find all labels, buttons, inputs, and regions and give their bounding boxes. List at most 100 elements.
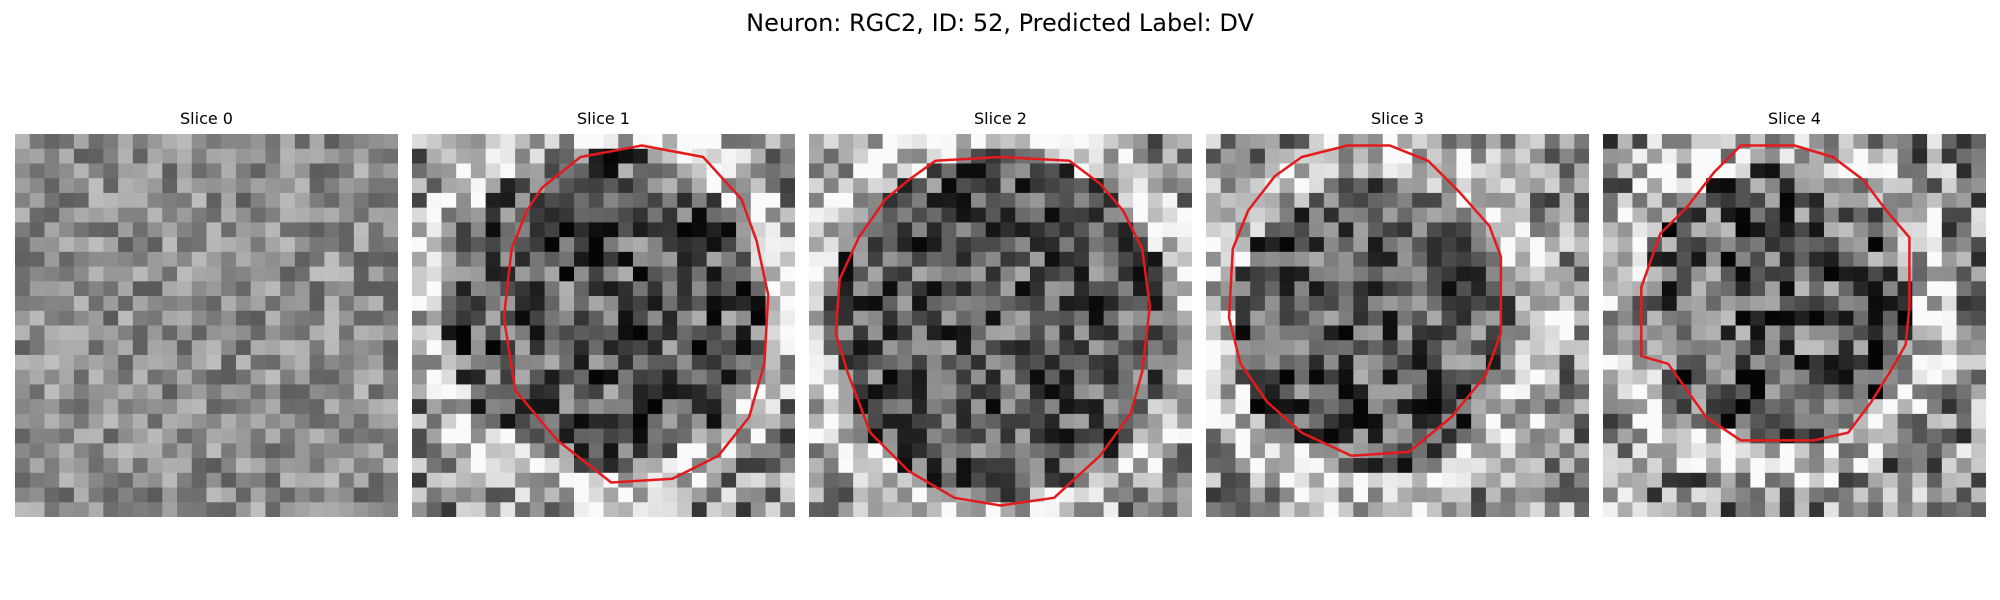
pixel	[353, 251, 370, 268]
pixel	[324, 458, 340, 474]
pixel	[1397, 281, 1413, 297]
pixel	[412, 192, 428, 209]
pixel	[162, 502, 178, 517]
pixel	[662, 266, 678, 282]
pixel	[912, 369, 928, 386]
pixel	[971, 413, 987, 430]
pixel	[853, 148, 869, 165]
pixel	[1661, 458, 1678, 474]
pixel	[1118, 472, 1134, 489]
pixel	[1661, 192, 1678, 209]
pixel	[1750, 325, 1766, 341]
pixel	[15, 148, 31, 165]
pixel	[1471, 192, 1487, 209]
pixel	[1177, 428, 1192, 444]
pixel	[926, 502, 943, 517]
pixel	[736, 178, 752, 194]
pixel	[823, 163, 840, 179]
pixel	[1809, 163, 1825, 179]
pixel	[838, 443, 854, 459]
pixel	[1059, 340, 1075, 356]
pixel	[1015, 310, 1031, 327]
pixel	[838, 266, 854, 282]
pixel	[1206, 458, 1222, 474]
pixel	[1426, 472, 1443, 489]
pixel	[1103, 163, 1119, 179]
pixel	[1250, 428, 1266, 444]
pixel	[132, 296, 149, 312]
pixel	[1559, 163, 1575, 179]
pixel	[470, 413, 487, 430]
pixel	[662, 163, 678, 179]
pixel	[1206, 502, 1222, 517]
pixel	[603, 502, 619, 517]
pixel	[529, 369, 546, 386]
pixel	[206, 251, 222, 268]
pixel	[1338, 310, 1354, 327]
pixel	[1544, 222, 1561, 238]
pixel	[1426, 502, 1443, 517]
pixel	[1309, 369, 1325, 386]
pixel	[765, 251, 781, 268]
pixel	[1897, 443, 1913, 459]
pixel	[309, 281, 325, 297]
pixel	[162, 237, 178, 253]
pixel	[1235, 251, 1251, 268]
pixel	[1897, 472, 1913, 489]
pixel	[588, 384, 605, 400]
pixel	[1882, 237, 1899, 253]
pixel	[515, 340, 531, 356]
pixel	[1912, 502, 1928, 517]
pixel	[736, 428, 752, 444]
pixel	[941, 163, 957, 179]
pixel	[1044, 251, 1061, 268]
pixel	[912, 458, 928, 474]
pixel	[838, 178, 854, 194]
pixel	[1353, 266, 1369, 282]
pixel	[838, 134, 854, 150]
pixel	[15, 384, 31, 400]
pixel	[853, 340, 869, 356]
pixel	[1044, 148, 1061, 165]
pixel	[897, 325, 913, 341]
pixel	[324, 340, 340, 356]
pixel	[823, 237, 840, 253]
pixel	[823, 458, 840, 474]
pixel	[1530, 310, 1546, 327]
pixel	[1868, 340, 1884, 356]
pixel	[1397, 354, 1413, 371]
pixel	[118, 428, 134, 444]
pixel	[294, 443, 311, 459]
pixel	[470, 399, 487, 415]
pixel	[1838, 148, 1855, 165]
pixel	[235, 163, 252, 179]
pixel	[1074, 192, 1090, 209]
pixel	[1661, 384, 1678, 400]
pixel	[1515, 399, 1531, 415]
pixel	[1147, 222, 1164, 238]
pixel	[191, 207, 208, 223]
pixel	[206, 237, 222, 253]
pixel	[1279, 251, 1295, 268]
pixel	[500, 354, 516, 371]
pixel	[1853, 369, 1869, 386]
pixel	[677, 148, 693, 165]
pixel	[1044, 458, 1061, 474]
pixel	[1441, 266, 1458, 282]
pixel	[1515, 222, 1531, 238]
pixel	[1720, 384, 1737, 400]
pixel	[1647, 502, 1663, 517]
pixel	[823, 413, 840, 430]
pixel	[1426, 369, 1443, 386]
pixel	[1485, 443, 1502, 459]
pixel	[441, 399, 457, 415]
pixel	[441, 472, 457, 489]
pixel	[867, 384, 884, 400]
pixel	[1397, 192, 1413, 209]
pixel	[736, 222, 752, 238]
pixel	[191, 222, 208, 238]
pixel	[426, 310, 443, 327]
pixel	[383, 369, 398, 386]
pixel	[882, 163, 898, 179]
pixel	[426, 207, 443, 223]
